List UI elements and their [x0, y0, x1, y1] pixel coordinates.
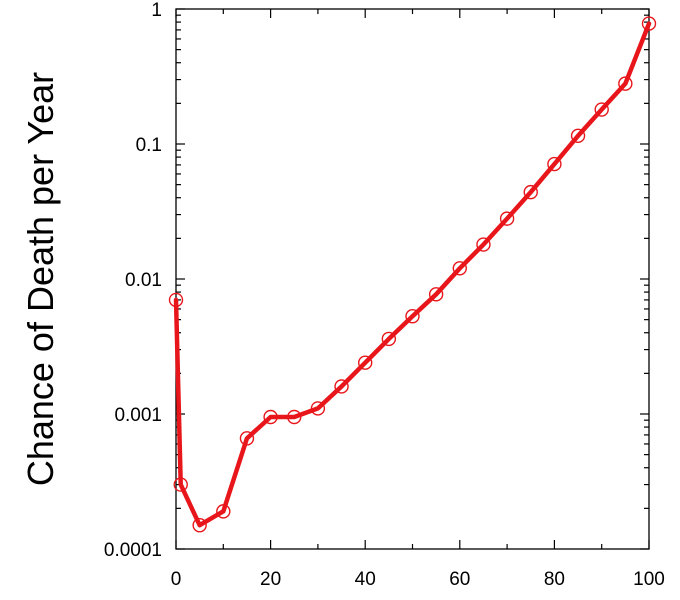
x-tick-label: 0 — [171, 569, 182, 590]
x-tick-label: 20 — [260, 569, 281, 590]
y-tick-label: 0.001 — [114, 405, 162, 426]
x-tick-label: 80 — [544, 569, 565, 590]
data-point — [263, 409, 278, 425]
data-point — [239, 431, 255, 446]
data-point — [173, 477, 188, 492]
x-tick-label: 40 — [355, 569, 376, 590]
data-point — [523, 184, 538, 200]
data-point — [641, 16, 657, 31]
data-point — [192, 518, 207, 533]
data-point — [452, 261, 467, 276]
data-point — [428, 287, 444, 302]
y-tick-label: 0.1 — [136, 135, 162, 156]
data-point — [216, 504, 231, 519]
data-point — [287, 409, 302, 425]
series-line — [173, 21, 652, 528]
series-layer — [168, 16, 657, 533]
y-tick-label: 1 — [151, 0, 162, 21]
axes: 0 20 40 60 80 100 0.0001 0.001 0.01 0.1 1 — [104, 0, 665, 590]
x-tick-label: 60 — [449, 569, 470, 590]
x-tick-label: 100 — [633, 569, 665, 590]
data-point — [547, 156, 562, 172]
data-point — [168, 292, 184, 308]
y-tick-label: 0.0001 — [104, 540, 162, 561]
plot-frame — [175, 8, 650, 550]
data-point — [570, 128, 586, 144]
data-point — [310, 401, 326, 416]
data-point — [594, 102, 609, 117]
data-point — [618, 76, 633, 91]
data-point — [334, 379, 349, 394]
data-point — [381, 331, 397, 347]
data-point — [358, 355, 373, 370]
data-point — [499, 211, 515, 226]
data-point — [405, 309, 420, 324]
y-axis-title: Chance of Death per Year — [20, 72, 61, 486]
y-tick-label: 0.01 — [125, 270, 162, 291]
data-point — [476, 237, 491, 252]
